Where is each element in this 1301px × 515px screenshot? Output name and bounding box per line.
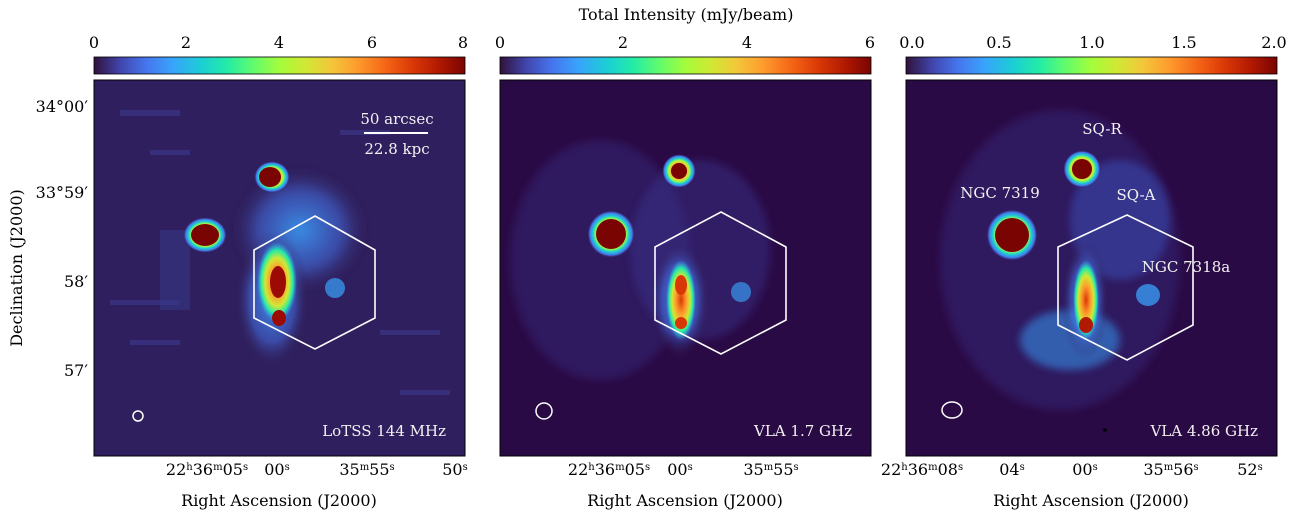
- panel-label: VLA 1.7 GHz: [753, 422, 852, 440]
- y-axis-label: Declination (J2000): [7, 189, 26, 347]
- beam-ellipse: [941, 401, 963, 419]
- x-axis-label: Right Ascension (J2000): [993, 491, 1189, 510]
- x-tick-label: 35m56s: [1143, 460, 1198, 479]
- panel-lotss: 0 2 4 6 8: [89, 33, 468, 510]
- colorbar: [93, 56, 466, 75]
- x-tick-label: 00s: [1072, 460, 1098, 479]
- colorbar-tick-label: 0: [89, 33, 99, 52]
- y-tick-label: 33°59′: [36, 183, 89, 202]
- colorbar-tick-label: 6: [367, 33, 377, 52]
- source-label: NGC 7319: [960, 184, 1040, 202]
- x-tick-label: 52s: [1237, 460, 1263, 479]
- scale-bar-angular: 50 arcsec: [360, 110, 433, 128]
- panel-vla-1-7: 0 2 4 6 VLA 1.7 GHz 22h36m05s 00s 35m55s: [495, 33, 875, 510]
- intensity-map: 50 arcsec 22.8 kpc LoTSS 144 MHz: [94, 80, 465, 456]
- x-axis-label: Right Ascension (J2000): [181, 491, 377, 510]
- y-tick-label: 57′: [64, 361, 88, 380]
- colorbar-tick-label: 4: [742, 33, 752, 52]
- colorbar-tick-label: 8: [458, 33, 468, 52]
- beam-ellipse: [132, 410, 144, 422]
- intensity-map: SQ-R NGC 7319 SQ-A NGC 7318a VLA 4.86 GH…: [906, 80, 1277, 456]
- x-ticks: 22h36m08s 04s 00s 35m56s 52s: [881, 460, 1263, 479]
- intensity-map: VLA 1.7 GHz: [500, 80, 871, 456]
- panel-label: LoTSS 144 MHz: [322, 422, 446, 440]
- source-label: NGC 7318a: [1142, 258, 1231, 276]
- colorbar-tick-label: 6: [865, 33, 875, 52]
- panel-vla-4-86: 0.0 0.5 1.0 1.5 2.0 SQ-R NGC 7319 SQ-A N…: [881, 33, 1287, 510]
- sq-shock-hexagon: [253, 215, 376, 350]
- sq-shock-hexagon: [654, 211, 787, 355]
- y-tick-label: 34°00′: [36, 97, 89, 116]
- colorbar-tick-label: 2.0: [1261, 33, 1286, 52]
- source-label: SQ-R: [1082, 120, 1122, 138]
- x-axis-label: Right Ascension (J2000): [587, 491, 783, 510]
- colorbar-tick-label: 0.5: [986, 33, 1011, 52]
- x-tick-label: 35m55s: [339, 460, 394, 479]
- colorbar-tick-label: 0.0: [899, 33, 924, 52]
- noise-pattern: [110, 110, 450, 395]
- x-tick-label: 22h36m05s: [166, 460, 248, 479]
- plot-frame: [905, 79, 1278, 457]
- y-tick-label: 58′: [64, 272, 88, 291]
- colorbar-tick-label: 0: [495, 33, 505, 52]
- y-tick-labels: 34°00′ 33°59′ 58′ 57′: [36, 97, 89, 380]
- plot-frame: [499, 79, 872, 457]
- sq-shock-hexagon: [1057, 214, 1194, 361]
- panel-label: VLA 4.86 GHz: [1149, 422, 1258, 440]
- colorbar-tick-label: 4: [274, 33, 284, 52]
- x-tick-label: 50s: [442, 460, 468, 479]
- colorbar-tick-label: 1.0: [1079, 33, 1104, 52]
- x-ticks: 22h36m05s 00s 35m55s: [568, 460, 799, 479]
- colorbar-tick-label: 1.5: [1171, 33, 1196, 52]
- plot-frame: [93, 79, 466, 457]
- colorbar-tick-label: 2: [181, 33, 191, 52]
- x-tick-label: 35m55s: [743, 460, 798, 479]
- x-tick-label: 22h36m05s: [568, 460, 650, 479]
- colorbar: [905, 56, 1278, 75]
- colorbar-title: Total Intensity (mJy/beam): [579, 5, 794, 24]
- beam-ellipse: [535, 402, 553, 420]
- source-label: SQ-A: [1116, 186, 1155, 204]
- scale-bar-physical: 22.8 kpc: [364, 140, 429, 158]
- colorbar-tick-label: 2: [618, 33, 628, 52]
- colorbar: [499, 56, 872, 75]
- x-tick-label: 04s: [999, 460, 1025, 479]
- x-tick-label: 00s: [264, 460, 290, 479]
- x-ticks: 22h36m05s 00s 35m55s 50s: [166, 460, 468, 479]
- x-tick-label: 22h36m08s: [881, 460, 963, 479]
- marker-dot: [1103, 428, 1107, 432]
- x-tick-label: 00s: [667, 460, 693, 479]
